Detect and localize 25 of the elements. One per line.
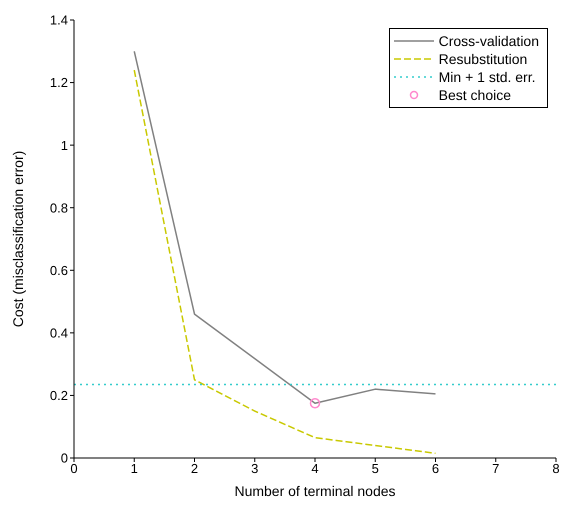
x-axis-title: Number of terminal nodes bbox=[234, 483, 396, 499]
x-tick-label: 5 bbox=[372, 461, 379, 476]
line-series bbox=[134, 50, 436, 404]
legend-label: Resubstitution bbox=[438, 50, 528, 68]
legend-label: Cross-validation bbox=[438, 32, 539, 50]
y-tick-label: 1 bbox=[60, 138, 68, 153]
line-series bbox=[134, 69, 436, 454]
x-tick-label: 0 bbox=[70, 461, 78, 476]
y-axis-title: Cost (misclassification error) bbox=[10, 150, 26, 328]
y-tick-label: 0.4 bbox=[50, 325, 68, 340]
x-tick-label: 1 bbox=[130, 461, 138, 476]
y-tick-label: 1.2 bbox=[50, 75, 68, 90]
y-tick-label: 0 bbox=[60, 450, 68, 466]
x-tick-label: 2 bbox=[190, 461, 198, 476]
legend-label: Best choice bbox=[438, 86, 511, 104]
y-tick-label: 0.6 bbox=[50, 262, 68, 278]
x-tick-label: 3 bbox=[251, 461, 258, 476]
x-tick-label: 6 bbox=[432, 461, 440, 476]
x-tick-label: 4 bbox=[311, 461, 319, 476]
y-tick-label: 0.2 bbox=[50, 388, 68, 404]
x-tick-label: 7 bbox=[492, 461, 500, 476]
legend-label: Min + 1 std. err. bbox=[438, 68, 536, 86]
x-tick-label: 8 bbox=[552, 461, 560, 476]
y-tick-label: 0.8 bbox=[50, 200, 68, 216]
y-tick-label: 1.4 bbox=[50, 12, 68, 28]
